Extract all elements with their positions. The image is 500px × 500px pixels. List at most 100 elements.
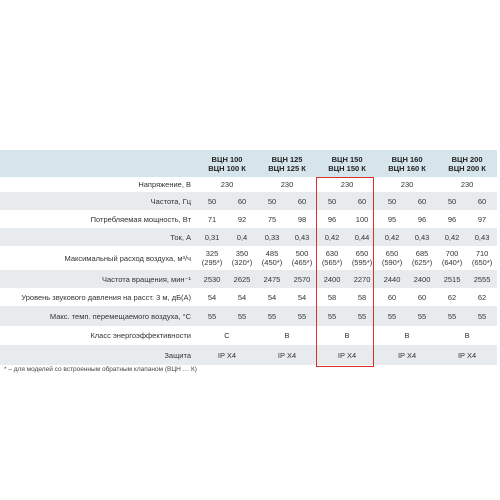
- cell: 650 (590*): [381, 249, 403, 267]
- model-header: ВЦН 200 ВЦН 200 К: [437, 150, 498, 177]
- cell: 96: [327, 214, 337, 224]
- cell: 60: [287, 192, 318, 210]
- cell: IP X4: [377, 345, 438, 365]
- cell: 500 (465*): [291, 249, 313, 267]
- cell: 55: [437, 306, 468, 326]
- cell: 62: [477, 292, 487, 302]
- cell: 95: [387, 214, 397, 224]
- cell: IP X4: [317, 345, 378, 365]
- cell: 60: [387, 292, 397, 302]
- model-header: ВЦН 150 ВЦН 150 К: [317, 150, 378, 177]
- cell: B: [404, 331, 410, 340]
- cell: 50: [197, 192, 227, 210]
- table-row: Защита IP X4 IP X4 IP X4 IP X4 IP X4: [0, 345, 498, 365]
- model-header: ВЦН 125 ВЦН 125 К: [257, 150, 318, 177]
- model-header: ВЦН 100 ВЦН 100 К: [197, 150, 258, 177]
- cell: 96: [417, 214, 427, 224]
- table-row: Частота, Гц 50 60 50 60 50 60 50 60 50 60: [0, 192, 498, 210]
- table-row: Частота вращения, мин⁻¹ 2530 2625 2475 2570 2…: [0, 270, 498, 288]
- cell: 485 (450*): [261, 249, 283, 267]
- cell: 230: [340, 180, 354, 189]
- cell: 0,43: [407, 228, 438, 246]
- cell: IP X4: [197, 345, 258, 365]
- cell: 60: [347, 192, 378, 210]
- cell: 2270: [347, 270, 378, 288]
- cell: 0,43: [287, 228, 318, 246]
- cell: 55: [407, 306, 438, 326]
- cell: IP X4: [437, 345, 498, 365]
- cell: 710 (650*): [471, 249, 493, 267]
- model-header: ВЦН 160 ВЦН 160 К: [377, 150, 438, 177]
- cell: 325 (295*): [201, 249, 223, 267]
- row-label: Макс. темп. перемещаемого воздуха, °С: [0, 306, 197, 326]
- cell: 96: [447, 214, 457, 224]
- cell: 2475: [257, 270, 288, 288]
- cell: 54: [267, 292, 277, 302]
- row-label: Класс энергоэффективности: [90, 331, 191, 340]
- cell: 0,33: [257, 228, 288, 246]
- cell: 0,42: [437, 228, 468, 246]
- cell: 98: [297, 214, 307, 224]
- cell: 60: [467, 192, 498, 210]
- row-label: Защита: [0, 345, 197, 365]
- cell: 55: [317, 306, 348, 326]
- cell: 2400: [407, 270, 438, 288]
- table-row: Макс. темп. перемещаемого воздуха, °С 55 5…: [0, 306, 498, 326]
- header-row: ВЦН 100 ВЦН 100 К ВЦН 125 ВЦН 125 К ВЦН 15…: [0, 150, 498, 177]
- cell: 92: [237, 214, 247, 224]
- cell: 2555: [467, 270, 498, 288]
- cell: 60: [227, 192, 258, 210]
- cell: B: [464, 331, 470, 340]
- cell: 55: [467, 306, 498, 326]
- cell: 2530: [197, 270, 227, 288]
- cell: 230: [280, 180, 294, 189]
- cell: 700 (640*): [441, 249, 463, 267]
- cell: 50: [317, 192, 348, 210]
- cell: 0,42: [377, 228, 408, 246]
- row-label: Частота, Гц: [0, 192, 197, 210]
- cell: 54: [207, 292, 217, 302]
- cell: 2625: [227, 270, 258, 288]
- cell: 55: [287, 306, 318, 326]
- row-label: Ток, А: [0, 228, 197, 246]
- cell: B: [344, 331, 350, 340]
- cell: 55: [197, 306, 227, 326]
- cell: 100: [355, 214, 369, 224]
- cell: 2570: [287, 270, 318, 288]
- table-row: Напряжение, В 230 230 230 230 230: [0, 177, 497, 192]
- cell: 58: [357, 292, 367, 302]
- row-label: Потребляемая мощность, Вт: [90, 214, 191, 224]
- header-blank: [0, 150, 197, 177]
- row-label: Максимальный расход воздуха, м³/ч: [64, 253, 192, 263]
- cell: 58: [327, 292, 337, 302]
- cell: 54: [297, 292, 307, 302]
- cell: 71: [207, 214, 217, 224]
- cell: 230: [460, 180, 474, 189]
- cell: 630 (565*): [321, 249, 343, 267]
- cell: 0,42: [317, 228, 348, 246]
- cell: 2515: [437, 270, 468, 288]
- cell: 55: [377, 306, 408, 326]
- cell: 55: [347, 306, 378, 326]
- table-row: Уровень звукового давления на расст. 3 м…: [0, 288, 497, 306]
- cell: 54: [237, 292, 247, 302]
- cell: 55: [227, 306, 258, 326]
- table-row: Ток, А 0,31 0,4 0,33 0,43 0,42 0,44 0,42 0,43 0,4…: [0, 228, 498, 246]
- cell: 0,43: [467, 228, 498, 246]
- cell: 230: [220, 180, 234, 189]
- cell: 685 (625*): [411, 249, 433, 267]
- cell: 60: [417, 292, 427, 302]
- cell: 50: [437, 192, 468, 210]
- cell: C: [224, 331, 230, 340]
- cell: 62: [447, 292, 457, 302]
- cell: 0,44: [347, 228, 378, 246]
- row-label: Уровень звукового давления на расст. 3 м…: [21, 292, 191, 302]
- cell: 0,31: [197, 228, 227, 246]
- table-row: Класс энергоэффективности C B B B B: [0, 326, 497, 345]
- cell: 50: [257, 192, 288, 210]
- highlight-box: [316, 177, 374, 367]
- cell: 2440: [377, 270, 408, 288]
- row-label: Напряжение, В: [138, 180, 191, 189]
- cell: 0,4: [227, 228, 258, 246]
- spec-table: ВЦН 100 ВЦН 100 К ВЦН 125 ВЦН 125 К ВЦН 15…: [0, 150, 498, 365]
